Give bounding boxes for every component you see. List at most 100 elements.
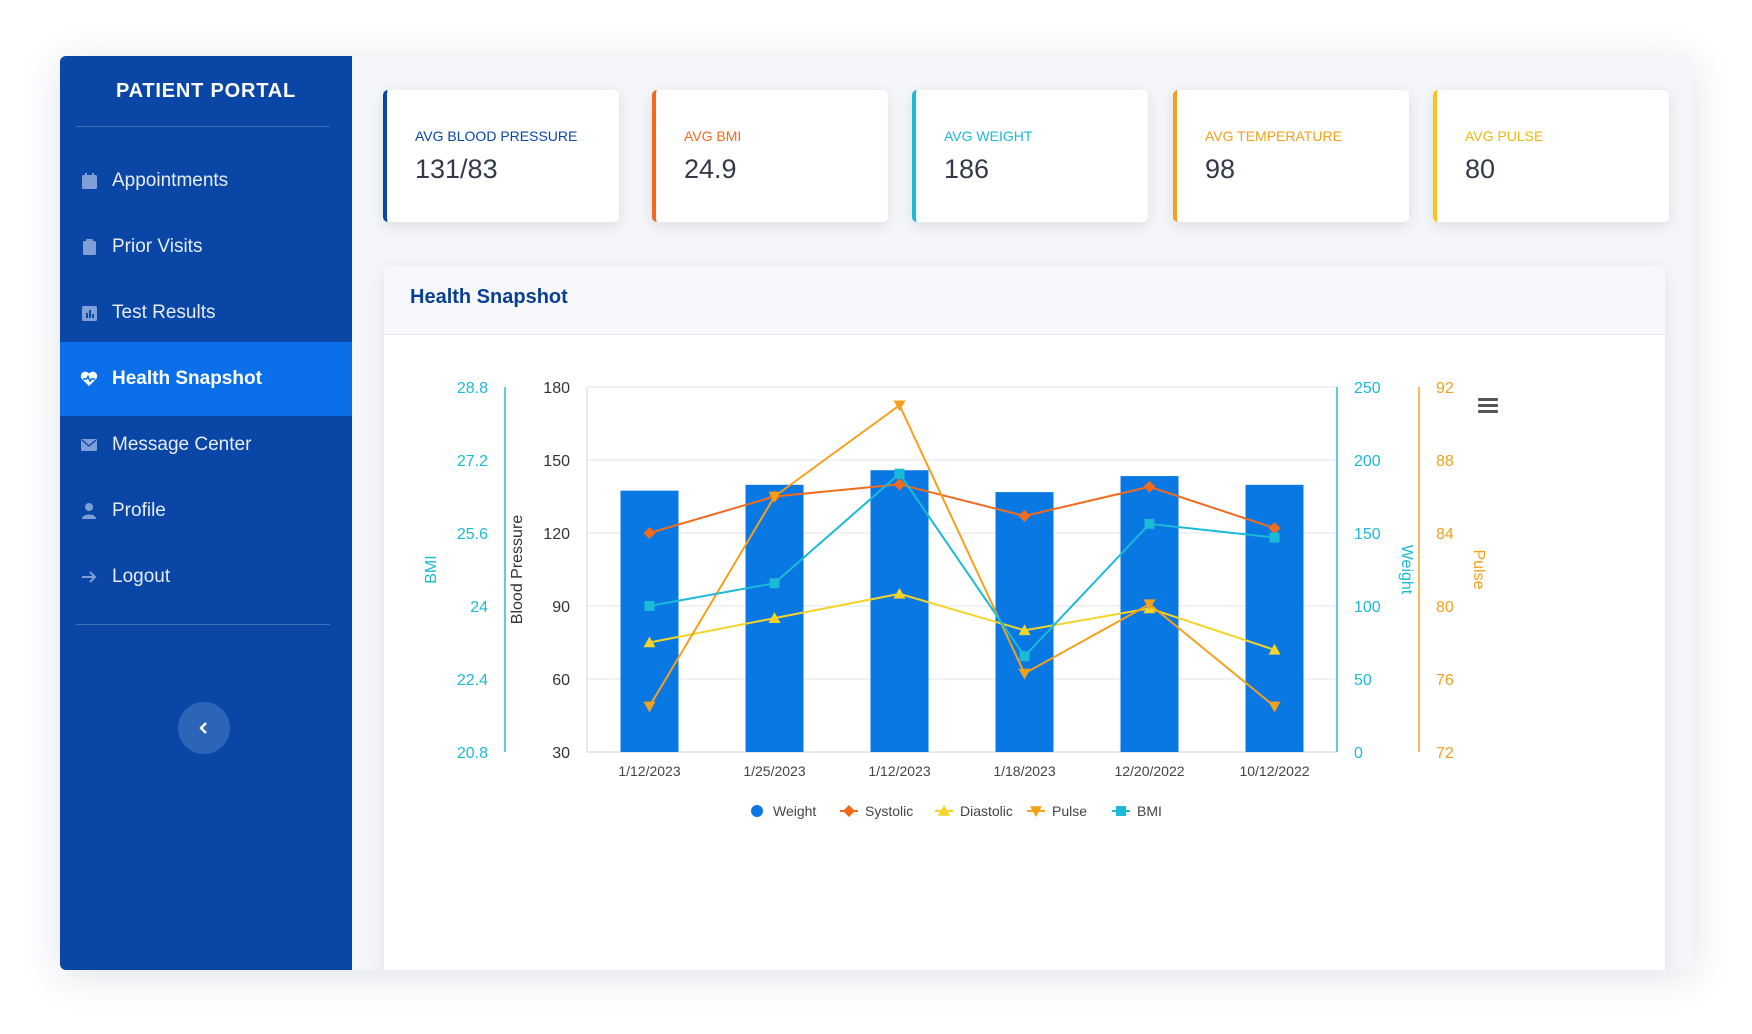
chart-lines (643, 400, 1281, 713)
x-tick-label: 1/25/2023 (743, 763, 805, 779)
data-point-marker (1019, 651, 1030, 662)
stat-label: AVG TEMPERATURE (1205, 128, 1342, 144)
data-point-marker (1030, 806, 1042, 817)
stat-label: AVG PULSE (1465, 128, 1544, 144)
stat-label: AVG BMI (684, 128, 742, 144)
data-point-marker (751, 805, 763, 817)
sidebar-divider (76, 126, 330, 127)
stat-card-blood-pressure: AVG BLOOD PRESSURE 131/83 (383, 90, 619, 222)
data-point-marker (643, 527, 656, 539)
x-tick-label: 12/20/2022 (1114, 763, 1184, 779)
tick-label: 22.4 (457, 672, 488, 689)
tick-label: 92 (1436, 380, 1454, 397)
sidebar-item-label: Logout (112, 566, 171, 587)
sidebar-item-test-results[interactable]: Test Results (60, 276, 352, 350)
tick-label: 28.8 (457, 380, 488, 397)
stat-value: 131/83 (415, 154, 498, 184)
sidebar-item-label: Test Results (112, 302, 216, 323)
stat-label: AVG BLOOD PRESSURE (415, 128, 578, 144)
data-point-marker (1143, 599, 1156, 611)
stat-value: 80 (1465, 154, 1496, 184)
clipboard-icon (80, 238, 98, 256)
axis-title: Pulse (1470, 549, 1487, 589)
legend-label: BMI (1137, 803, 1162, 819)
sidebar-item-logout[interactable]: Logout (60, 540, 352, 614)
axis-title: Weight (1398, 545, 1415, 595)
axis-title: Blood Pressure (509, 515, 526, 624)
sidebar-item-label: Prior Visits (112, 236, 203, 257)
data-point-marker (644, 601, 655, 611)
tick-label: 72 (1436, 745, 1454, 762)
tick-label: 0 (1354, 745, 1363, 762)
chart-legend: Weight Systolic Diastolic Pulse BMI (751, 803, 1162, 819)
x-tick-label: 1/18/2023 (993, 763, 1055, 779)
data-point-marker (643, 701, 656, 713)
series-line (649, 483, 1275, 534)
sidebar-item-profile[interactable]: Profile (60, 474, 352, 548)
data-point-marker (1268, 522, 1281, 535)
health-chart: 20.8 22.4 24 25.6 27.2 28.8 BMI 30 60 90 120 150 180… (423, 380, 1500, 819)
sidebar-item-message-center[interactable]: Message Center (60, 408, 352, 482)
legend-label: Pulse (1052, 803, 1087, 819)
x-tick-label: 1/12/2023 (868, 763, 930, 779)
tick-label: 150 (1354, 526, 1381, 543)
sidebar-item-label: Profile (112, 500, 166, 521)
tick-label: 80 (1436, 599, 1454, 616)
tick-label: 30 (552, 745, 570, 762)
health-snapshot-panel: Health Snapshot 20.8 22.4 24 25.6 27.2 28.8 BM… (384, 266, 1665, 970)
data-point-marker (1018, 624, 1031, 636)
data-point-marker (1018, 509, 1031, 522)
tick-label: 250 (1354, 380, 1381, 397)
heart-pulse-icon (80, 370, 98, 388)
data-point-marker (893, 587, 906, 599)
data-point-marker (1268, 701, 1281, 713)
data-point-marker (1143, 480, 1156, 493)
stat-card-temperature: AVG TEMPERATURE 98 (1173, 90, 1409, 222)
sidebar-item-appointments[interactable]: Appointments (60, 144, 352, 218)
data-point-marker (1144, 518, 1155, 529)
stat-card-bmi: AVG BMI 24.9 (652, 90, 888, 222)
tick-label: 27.2 (457, 453, 488, 470)
data-point-marker (1269, 532, 1280, 543)
sidebar: PATIENT PORTAL Appointments Prior Visits… (60, 56, 352, 970)
hamburger-menu-icon[interactable] (1476, 394, 1500, 418)
stat-label: AVG WEIGHT (944, 128, 1033, 144)
tick-label: 84 (1436, 526, 1454, 543)
sidebar-item-prior-visits[interactable]: Prior Visits (60, 210, 352, 284)
sidebar-item-health-snapshot[interactable]: Health Snapshot (60, 342, 352, 416)
tick-label: 20.8 (457, 745, 488, 762)
data-point-marker (893, 478, 906, 491)
stat-card-pulse: AVG PULSE 80 (1433, 90, 1669, 222)
series-line (649, 592, 1275, 651)
series-line (649, 472, 1275, 658)
sidebar-divider (76, 624, 330, 625)
tick-label: 150 (543, 453, 570, 470)
series-line (648, 403, 1276, 708)
tick-label: 90 (552, 599, 570, 616)
tick-label: 200 (1354, 453, 1381, 470)
sidebar-item-label: Message Center (112, 434, 252, 455)
sidebar-collapse-button[interactable] (178, 702, 230, 754)
data-point-marker (894, 468, 905, 479)
weight-bar (870, 470, 929, 752)
bar-chart-icon (80, 304, 98, 322)
tick-label: 60 (552, 672, 570, 689)
legend-label: Weight (773, 803, 816, 819)
stat-value: 24.9 (684, 154, 737, 184)
data-point-marker (1268, 643, 1281, 655)
data-point-marker (938, 805, 950, 816)
tick-label: 120 (543, 526, 570, 543)
weight-bar (1120, 476, 1179, 752)
panel-header: Health Snapshot (384, 266, 1665, 335)
tick-label: 180 (543, 380, 570, 397)
data-point-marker (768, 612, 781, 623)
envelope-icon (80, 436, 98, 454)
arrow-right-icon (80, 568, 98, 586)
tick-label: 25.6 (457, 526, 488, 543)
axis-title: BMI (423, 555, 440, 583)
weight-bar (995, 492, 1054, 752)
tick-label: 76 (1436, 672, 1454, 689)
sidebar-item-label: Appointments (112, 170, 229, 191)
data-point-marker (769, 578, 780, 589)
chart-grid (586, 386, 1337, 753)
